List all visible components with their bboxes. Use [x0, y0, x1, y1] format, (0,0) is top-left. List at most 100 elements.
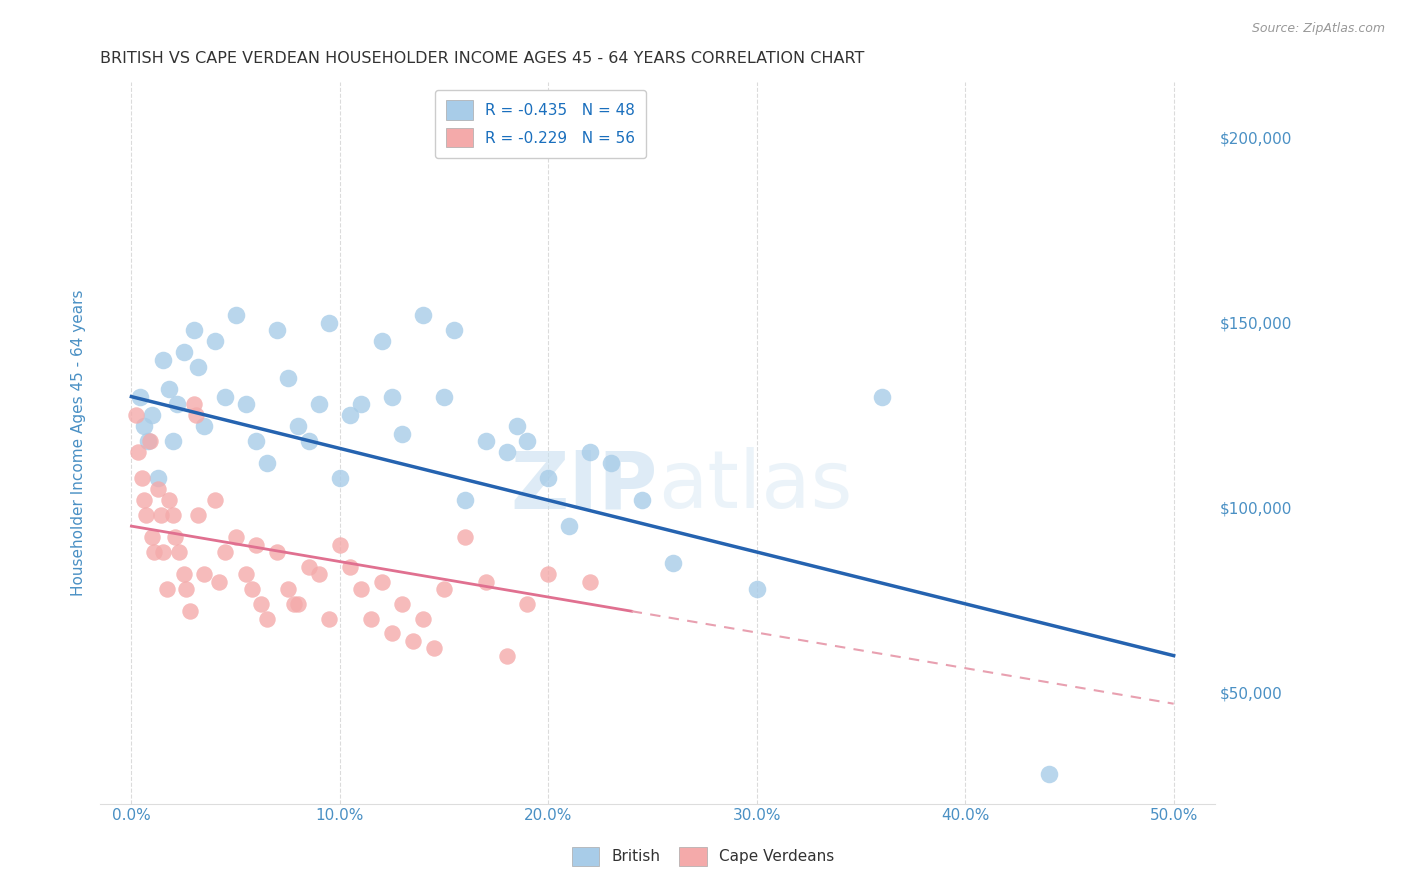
Point: [277, 582, 299, 596]
Point: [204, 493, 226, 508]
Point: [516, 597, 538, 611]
Point: [537, 471, 560, 485]
Text: BRITISH VS CAPE VERDEAN HOUSEHOLDER INCOME AGES 45 - 64 YEARS CORRELATION CHART: BRITISH VS CAPE VERDEAN HOUSEHOLDER INCO…: [100, 51, 865, 66]
Point: [152, 545, 174, 559]
Point: [297, 434, 319, 448]
Point: [506, 419, 529, 434]
Point: [157, 493, 180, 508]
Point: [266, 323, 288, 337]
Point: [208, 574, 231, 589]
Point: [631, 493, 654, 508]
Point: [579, 574, 602, 589]
Text: ZIP: ZIP: [510, 447, 658, 525]
Point: [187, 359, 209, 374]
Point: [599, 456, 621, 470]
Point: [329, 538, 352, 552]
Point: [193, 567, 215, 582]
Point: [454, 493, 477, 508]
Point: [157, 382, 180, 396]
Point: [184, 408, 207, 422]
Point: [148, 482, 170, 496]
Point: [495, 445, 517, 459]
Point: [287, 419, 309, 434]
Point: [745, 582, 768, 596]
Point: [266, 545, 288, 559]
Point: [277, 371, 299, 385]
Point: [1038, 767, 1060, 781]
Point: [127, 445, 149, 459]
Text: atlas: atlas: [658, 447, 852, 525]
Point: [166, 397, 188, 411]
Point: [370, 334, 392, 348]
Y-axis label: Householder Income Ages 45 - 64 years: Householder Income Ages 45 - 64 years: [72, 290, 86, 596]
Legend: R = -0.435   N = 48, R = -0.229   N = 56: R = -0.435 N = 48, R = -0.229 N = 56: [434, 90, 647, 158]
Point: [214, 545, 236, 559]
Point: [318, 612, 340, 626]
Point: [870, 390, 893, 404]
Point: [474, 434, 496, 448]
Point: [132, 419, 155, 434]
Point: [474, 574, 496, 589]
Point: [128, 390, 150, 404]
Point: [391, 597, 413, 611]
Point: [183, 323, 205, 337]
Point: [169, 545, 191, 559]
Point: [148, 471, 170, 485]
Point: [422, 641, 444, 656]
Point: [350, 582, 373, 596]
Point: [537, 567, 560, 582]
Point: [433, 582, 456, 596]
Point: [124, 408, 146, 422]
Point: [443, 323, 465, 337]
Text: Source: ZipAtlas.com: Source: ZipAtlas.com: [1251, 22, 1385, 36]
Point: [152, 352, 174, 367]
Point: [339, 408, 361, 422]
Point: [308, 567, 330, 582]
Point: [193, 419, 215, 434]
Point: [235, 397, 257, 411]
Point: [162, 508, 184, 522]
Point: [283, 597, 305, 611]
Point: [579, 445, 602, 459]
Point: [131, 471, 153, 485]
Point: [287, 597, 309, 611]
Point: [245, 434, 267, 448]
Point: [256, 456, 278, 470]
Point: [214, 390, 236, 404]
Point: [318, 316, 340, 330]
Point: [143, 545, 166, 559]
Legend: British, Cape Verdeans: British, Cape Verdeans: [562, 838, 844, 875]
Point: [350, 397, 373, 411]
Point: [173, 567, 195, 582]
Point: [297, 559, 319, 574]
Point: [225, 308, 247, 322]
Point: [433, 390, 456, 404]
Point: [249, 597, 271, 611]
Point: [183, 397, 205, 411]
Point: [412, 308, 434, 322]
Point: [381, 390, 404, 404]
Point: [235, 567, 257, 582]
Point: [141, 530, 163, 544]
Point: [256, 612, 278, 626]
Point: [135, 508, 157, 522]
Point: [240, 582, 263, 596]
Point: [339, 559, 361, 574]
Point: [402, 633, 425, 648]
Point: [662, 556, 685, 570]
Point: [204, 334, 226, 348]
Point: [225, 530, 247, 544]
Point: [329, 471, 352, 485]
Point: [156, 582, 179, 596]
Point: [174, 582, 197, 596]
Point: [308, 397, 330, 411]
Point: [179, 604, 201, 618]
Point: [173, 345, 195, 359]
Point: [162, 434, 184, 448]
Point: [360, 612, 382, 626]
Point: [516, 434, 538, 448]
Point: [370, 574, 392, 589]
Point: [139, 434, 162, 448]
Point: [381, 626, 404, 640]
Point: [136, 434, 159, 448]
